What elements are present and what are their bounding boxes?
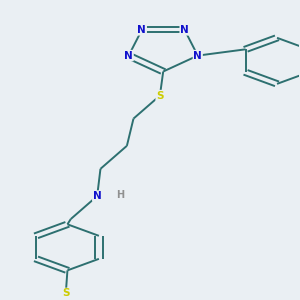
Text: N: N (194, 51, 202, 61)
Text: S: S (62, 288, 70, 298)
Text: H: H (116, 190, 124, 200)
Text: S: S (156, 91, 164, 100)
Text: N: N (180, 25, 189, 35)
Text: N: N (124, 51, 133, 61)
Text: N: N (93, 191, 101, 201)
Text: N: N (137, 25, 146, 35)
